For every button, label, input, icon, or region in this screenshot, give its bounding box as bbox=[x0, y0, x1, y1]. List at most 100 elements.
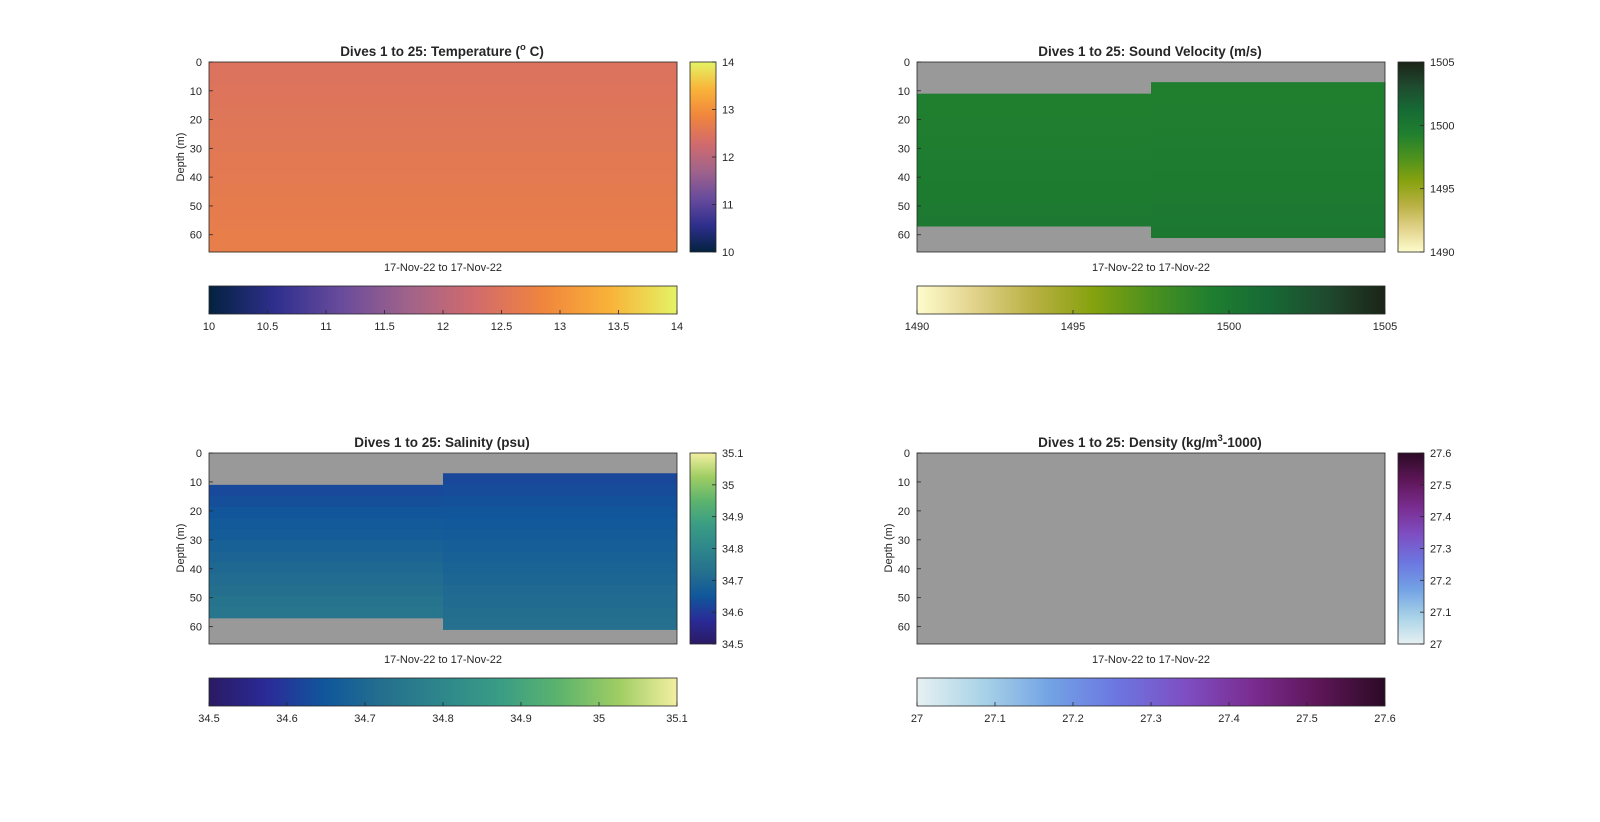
colorbar-tick-label: 1505 bbox=[1373, 321, 1397, 333]
dive-cell bbox=[209, 106, 444, 119]
colorbar-tick-label: 27.3 bbox=[1140, 713, 1161, 725]
dive-cell bbox=[917, 104, 1152, 117]
colorbar-tick-label: 27.5 bbox=[1296, 713, 1317, 725]
dive-cell bbox=[917, 215, 1152, 227]
colorbar-tick-label: 12.5 bbox=[491, 321, 512, 333]
y-tick-label: 10 bbox=[898, 86, 910, 98]
y-tick-label: 50 bbox=[190, 201, 202, 213]
colorbar-tick-label: 27.1 bbox=[984, 713, 1005, 725]
y-tick-label: 60 bbox=[898, 230, 910, 242]
dive-cell bbox=[443, 207, 678, 219]
right-colorbar: 34.5 34.6 34.7 34.8 34.9 35 35.1 bbox=[689, 448, 743, 651]
dive-cell bbox=[1151, 193, 1386, 205]
y-axis-ticks: 0 10 20 30 40 50 60 bbox=[190, 448, 213, 634]
colorbar-tick-label: 27.1 bbox=[1430, 607, 1451, 619]
dive-cell bbox=[443, 607, 678, 619]
dive-cell bbox=[1151, 170, 1386, 183]
y-tick-label: 20 bbox=[898, 506, 910, 518]
colorbar-tick-label: 27.5 bbox=[1430, 480, 1451, 492]
dive-cell bbox=[443, 584, 678, 597]
colorbar-gradient bbox=[916, 677, 1386, 707]
dive-cell bbox=[209, 518, 444, 530]
panel-density: Dives 1 to 25: Density (kg/m3-1000) 0 10 2… bbox=[883, 433, 1451, 725]
dive-cell bbox=[443, 229, 678, 242]
colorbar-tick-label: 1490 bbox=[1430, 247, 1454, 259]
dive-cell bbox=[1151, 226, 1386, 239]
dive-cell bbox=[1151, 115, 1386, 127]
y-tick-label: 60 bbox=[190, 230, 202, 242]
dive-cell bbox=[443, 240, 678, 253]
colorbar-tick-label: 10 bbox=[203, 321, 215, 333]
density-plot-area bbox=[917, 453, 1385, 644]
y-tick-label: 10 bbox=[190, 86, 202, 98]
y-tick-label: 0 bbox=[196, 448, 202, 460]
chart-title: Dives 1 to 25: Temperature (o C) bbox=[340, 42, 544, 59]
dive-cell bbox=[209, 140, 444, 152]
colorbar-tick-label: 14 bbox=[671, 321, 683, 333]
colorbar-gradient bbox=[208, 285, 678, 315]
plot-frame bbox=[208, 61, 678, 253]
dive-cell bbox=[1151, 159, 1386, 172]
y-tick-label: 50 bbox=[190, 593, 202, 605]
plot-frame bbox=[916, 452, 1386, 645]
nodata-background bbox=[917, 453, 1385, 644]
colorbar-tick-label: 27 bbox=[1430, 639, 1442, 651]
dive-cell bbox=[209, 207, 444, 219]
y-axis-ticks: 0 10 20 30 40 50 60 bbox=[898, 448, 921, 634]
dive-cell bbox=[209, 73, 444, 85]
y-tick-label: 30 bbox=[190, 143, 202, 155]
dive-cell bbox=[443, 529, 678, 541]
y-tick-label: 40 bbox=[190, 172, 202, 184]
dive-cell bbox=[1151, 82, 1386, 94]
y-tick-label: 40 bbox=[190, 564, 202, 576]
panel-salinity: Dives 1 to 25: Salinity (psu) 0 10 20 30 40 5… bbox=[175, 435, 743, 725]
colorbar-tick-label: 13.5 bbox=[608, 321, 629, 333]
dive-cell bbox=[443, 151, 678, 163]
dive-cell bbox=[443, 129, 678, 141]
plot-frame bbox=[208, 452, 678, 645]
colorbar-tick-label: 27.3 bbox=[1430, 544, 1451, 556]
x-axis-label: 17-Nov-22 to 17-Nov-22 bbox=[1092, 262, 1210, 274]
dive-cell bbox=[1151, 93, 1386, 105]
dive-cell bbox=[209, 218, 444, 231]
colorbar-tick-label: 34.6 bbox=[722, 607, 743, 619]
dive-cell bbox=[443, 218, 678, 231]
dive-cell bbox=[209, 507, 444, 519]
dive-cell bbox=[209, 129, 444, 141]
dive-cell bbox=[917, 181, 1152, 194]
salinity-plot-area bbox=[209, 453, 678, 644]
panel-temperature: Dives 1 to 25: Temperature (o C) 0 10 20 30… bbox=[175, 42, 734, 333]
colorbar-tick-label: 27.4 bbox=[1218, 713, 1239, 725]
dive-cell bbox=[1151, 104, 1386, 116]
dive-cell bbox=[443, 117, 678, 130]
colorbar-tick-label: 34.9 bbox=[722, 512, 743, 524]
dive-cell bbox=[1151, 204, 1386, 216]
dive-cell bbox=[209, 540, 444, 552]
colorbar-tick-label: 13 bbox=[554, 321, 566, 333]
colorbar-gradient bbox=[1397, 452, 1425, 645]
dive-cell bbox=[209, 595, 444, 608]
y-tick-label: 30 bbox=[898, 535, 910, 547]
colorbar-gradient bbox=[208, 677, 678, 707]
dive-cell bbox=[443, 84, 678, 96]
dive-cell bbox=[443, 596, 678, 608]
colorbar-tick-label: 11 bbox=[722, 200, 733, 212]
dive-cell bbox=[917, 159, 1152, 172]
dive-cell bbox=[209, 484, 444, 497]
y-tick-label: 60 bbox=[190, 622, 202, 634]
colorbar-tick-label: 34.9 bbox=[510, 713, 531, 725]
y-tick-label: 20 bbox=[190, 115, 202, 127]
y-tick-label: 0 bbox=[196, 57, 202, 69]
dive-cell bbox=[443, 484, 678, 496]
colorbar-tick-label: 10 bbox=[722, 247, 734, 259]
bottom-colorbar: 34.5 34.6 34.7 34.8 34.9 35 35.1 bbox=[198, 677, 688, 725]
colorbar-tick-label: 34.5 bbox=[198, 713, 219, 725]
dive-cell bbox=[443, 62, 678, 74]
y-tick-label: 10 bbox=[190, 477, 202, 489]
chart-title: Dives 1 to 25: Salinity (psu) bbox=[354, 435, 530, 450]
dive-cell bbox=[917, 204, 1152, 216]
right-colorbar: 1490 1495 1500 1505 bbox=[1397, 57, 1454, 259]
colorbar-tick-label: 10.5 bbox=[257, 321, 278, 333]
bottom-colorbar: 10 10.5 11 11.5 12 12.5 13 13.5 14 bbox=[203, 285, 683, 333]
dive-cell bbox=[209, 151, 444, 163]
